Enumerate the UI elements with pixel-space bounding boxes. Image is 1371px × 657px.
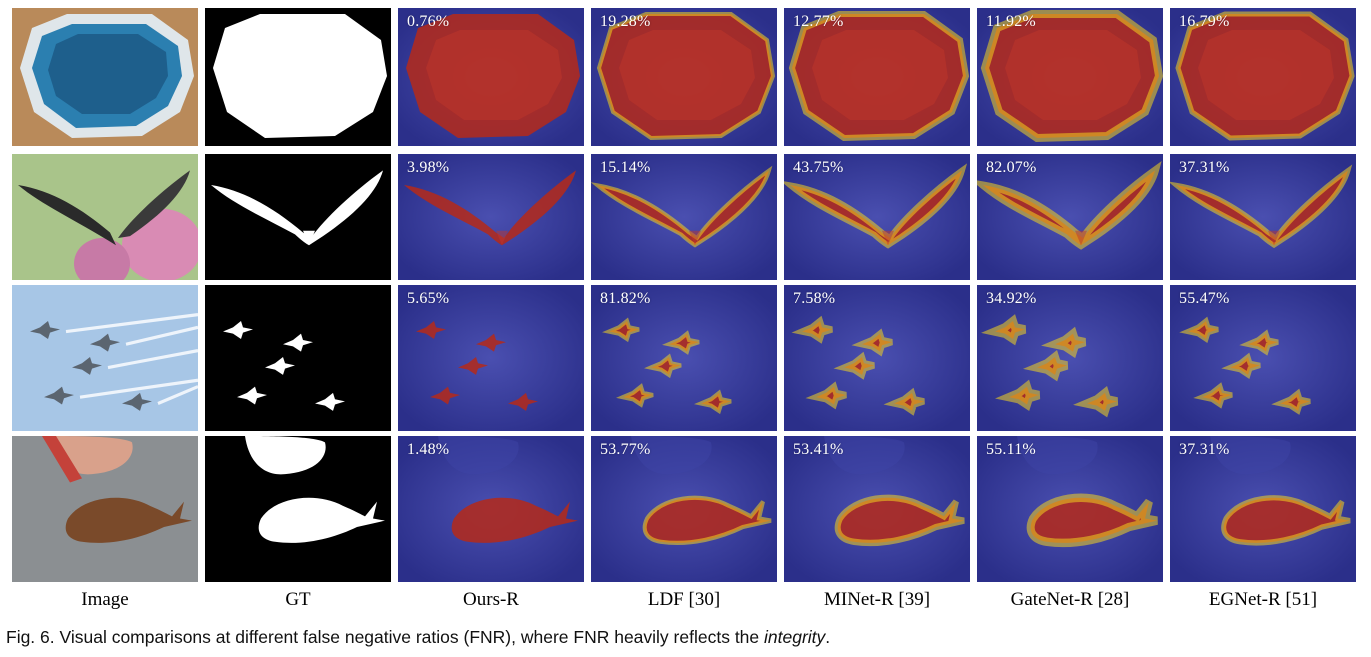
fnr-value: 3.98% xyxy=(407,159,450,176)
ground-truth-jets xyxy=(205,285,391,431)
prediction-heatmap-butterfly-2: 43.75% xyxy=(784,154,970,280)
fnr-value: 55.11% xyxy=(986,441,1036,458)
prediction-heatmap-hot-tub-0: 0.76% xyxy=(398,8,584,146)
column-label: EGNet-R [51] xyxy=(1208,589,1318,610)
prediction-heatmap-butterfly-1: 15.14% xyxy=(591,154,777,280)
prediction-heatmap-snail-3: 55.11% xyxy=(977,436,1163,582)
fnr-value: 19.28% xyxy=(600,13,651,30)
input-image-hot-tub xyxy=(12,8,198,146)
column-label: GateNet-R [28] xyxy=(1010,589,1130,610)
fnr-value: 34.92% xyxy=(986,290,1037,307)
fnr-value: 55.47% xyxy=(1179,290,1230,307)
input-image-snail xyxy=(12,436,198,582)
fnr-value: 37.31% xyxy=(1179,441,1230,458)
fnr-value: 15.14% xyxy=(600,159,651,176)
fnr-value: 1.48% xyxy=(407,441,450,458)
prediction-heatmap-jets-3: 34.92% xyxy=(977,285,1163,431)
fnr-value: 43.75% xyxy=(793,159,844,176)
ground-truth-butterfly xyxy=(205,154,391,280)
input-image-jets xyxy=(12,285,198,431)
prediction-heatmap-snail-0: 1.48% xyxy=(398,436,584,582)
prediction-heatmap-snail-4: 37.31% xyxy=(1170,436,1356,582)
column-label: Ours-R xyxy=(463,589,519,610)
fnr-value: 82.07% xyxy=(986,159,1037,176)
prediction-heatmap-jets-1: 81.82% xyxy=(591,285,777,431)
prediction-heatmap-butterfly-3: 82.07% xyxy=(977,154,1163,280)
prediction-heatmap-jets-4: 55.47% xyxy=(1170,285,1356,431)
prediction-heatmap-hot-tub-1: 19.28% xyxy=(591,8,777,146)
prediction-heatmap-hot-tub-3: 11.92% xyxy=(977,8,1163,146)
fnr-value: 0.76% xyxy=(407,13,450,30)
fnr-value: 53.41% xyxy=(793,441,844,458)
fnr-value: 11.92% xyxy=(986,13,1036,30)
prediction-heatmap-snail-1: 53.77% xyxy=(591,436,777,582)
figure-caption: Fig. 6. Visual comparisons at different … xyxy=(6,627,831,647)
column-label: GT xyxy=(285,589,311,610)
prediction-heatmap-hot-tub-2: 12.77% xyxy=(784,8,970,146)
prediction-heatmap-jets-2: 7.58% xyxy=(784,285,970,431)
column-label: LDF [30] xyxy=(647,589,721,610)
prediction-heatmap-jets-0: 5.65% xyxy=(398,285,584,431)
input-image-butterfly xyxy=(12,154,198,280)
fnr-value: 81.82% xyxy=(600,290,651,307)
fnr-value: 5.65% xyxy=(407,290,450,307)
fnr-value: 53.77% xyxy=(600,441,651,458)
prediction-heatmap-hot-tub-4: 16.79% xyxy=(1170,8,1356,146)
ground-truth-hot-tub xyxy=(205,8,391,146)
comparison-grid: 0.76% 19.28% 12.77% 11.92% 16.79% 3.98% 15.14%… xyxy=(12,8,1363,582)
prediction-heatmap-butterfly-4: 37.31% xyxy=(1170,154,1356,280)
fnr-value: 12.77% xyxy=(793,13,844,30)
prediction-heatmap-snail-2: 53.41% xyxy=(784,436,970,582)
prediction-heatmap-butterfly-0: 3.98% xyxy=(398,154,584,280)
ground-truth-snail xyxy=(205,436,391,582)
column-label: MINet-R [39] xyxy=(823,589,931,610)
fnr-value: 16.79% xyxy=(1179,13,1230,30)
column-label: Image xyxy=(81,589,129,610)
fnr-value: 7.58% xyxy=(793,290,836,307)
fnr-value: 37.31% xyxy=(1179,159,1230,176)
